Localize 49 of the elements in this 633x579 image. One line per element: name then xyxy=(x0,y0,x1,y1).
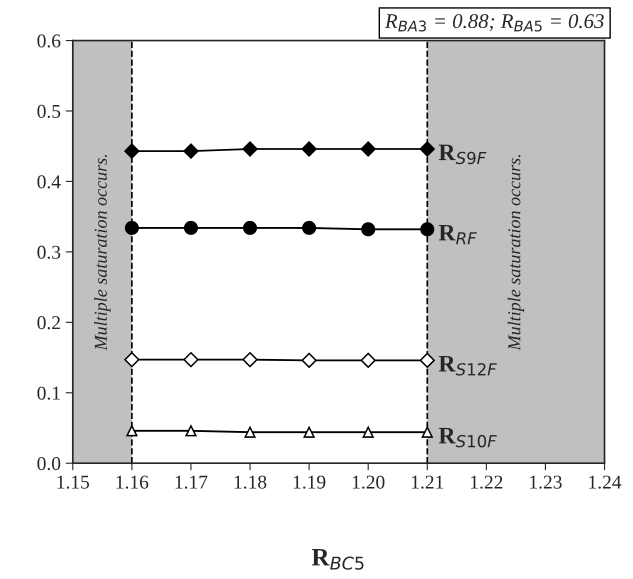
band-label: Multiple saturation occurs. xyxy=(94,154,111,351)
point xyxy=(360,352,376,368)
series-label: R$_{S12F}$ xyxy=(438,356,497,376)
point xyxy=(420,141,435,157)
x-tick-label: 1.24 xyxy=(589,476,622,489)
x-tick-label: 1.23 xyxy=(530,476,562,489)
series-label: R$_{S10F}$ xyxy=(438,428,497,448)
x-tick-label: 1.22 xyxy=(471,476,502,489)
point xyxy=(243,220,258,235)
y-tick-label: 0.2 xyxy=(37,316,60,330)
series-label: R$_{S9F}$ xyxy=(438,144,486,164)
point xyxy=(126,425,138,436)
point xyxy=(244,426,256,438)
x-tick-label: 1.15 xyxy=(57,476,90,489)
x-tick-label: 1.19 xyxy=(294,476,326,489)
point xyxy=(301,141,317,157)
y-tick-label: 0.5 xyxy=(37,104,60,118)
x-tick-label: 1.21 xyxy=(412,476,444,489)
point xyxy=(302,220,316,235)
point xyxy=(124,220,139,235)
point xyxy=(242,141,258,157)
point xyxy=(301,352,317,368)
y-tick-label: 0.4 xyxy=(37,175,61,188)
point xyxy=(183,352,199,368)
x-tick-label: 1.17 xyxy=(176,476,208,489)
point xyxy=(124,143,140,159)
point xyxy=(303,426,315,438)
point xyxy=(361,222,376,236)
point xyxy=(422,426,433,438)
point xyxy=(420,352,435,368)
chart-title: R$_{BA3}$ = 0.88; R$_{BA5}$ = 0.63 xyxy=(384,14,604,32)
point xyxy=(124,352,140,368)
point xyxy=(183,143,199,159)
point xyxy=(184,220,198,235)
series-label: R$_{RF}$ xyxy=(438,224,477,244)
point xyxy=(360,141,376,157)
point xyxy=(242,352,258,368)
band-label: Multiple saturation occurs. xyxy=(508,154,524,351)
x-tick-label: 1.16 xyxy=(116,476,148,489)
x-tick-label: 1.20 xyxy=(352,476,384,489)
point xyxy=(420,222,434,236)
x-tick-label: 1.18 xyxy=(234,476,266,489)
point xyxy=(362,426,374,438)
y-tick-label: 0.6 xyxy=(37,34,60,48)
y-tick-label: 0.3 xyxy=(37,246,60,259)
x-axis-title: R$_{BC5}$ xyxy=(312,549,364,570)
y-tick-label: 0.1 xyxy=(37,386,60,400)
y-tick-label: 0.0 xyxy=(37,457,60,470)
point xyxy=(185,425,197,436)
